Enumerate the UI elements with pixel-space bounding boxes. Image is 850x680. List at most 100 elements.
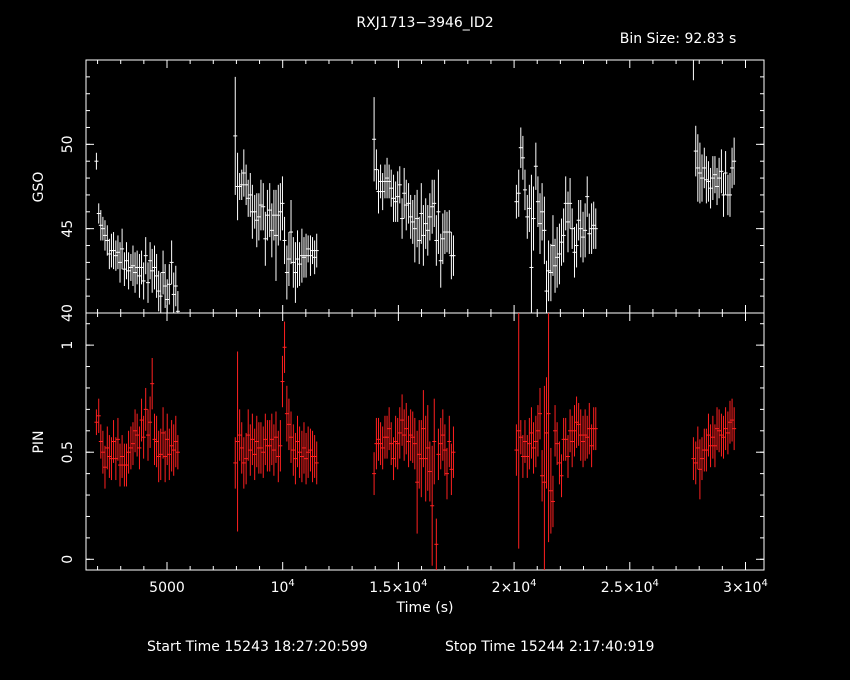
pin-point: [105, 426, 110, 470]
gso-ytick-label: 50: [60, 135, 76, 153]
gso-point: [710, 156, 715, 200]
gso-point: [587, 213, 592, 254]
gso-point: [267, 183, 272, 238]
gso-point: [256, 193, 261, 241]
pin-point: [109, 437, 114, 481]
pin-point: [566, 435, 571, 478]
gso-point: [393, 181, 398, 222]
pin-point: [120, 435, 125, 478]
gso-point: [730, 147, 735, 189]
gso-point: [385, 157, 390, 199]
pin-point: [169, 420, 174, 472]
pin-point: [572, 405, 577, 457]
pin-point: [263, 413, 268, 466]
pin-point: [111, 420, 116, 463]
gso-point: [410, 199, 415, 244]
gso-point: [378, 164, 383, 199]
pin-point: [267, 420, 272, 472]
pin-point: [516, 313, 521, 549]
x-tick-label: 104: [271, 578, 295, 596]
pin-point: [244, 432, 249, 485]
pin-point: [593, 407, 598, 451]
gso-point: [284, 245, 289, 300]
pin-point: [449, 443, 454, 496]
pin-point: [410, 411, 415, 463]
pin-panel: 00.51 PIN: [31, 312, 765, 571]
pin-point: [520, 435, 525, 478]
pin-point: [124, 443, 129, 487]
gso-point: [451, 235, 456, 276]
gso-point: [568, 178, 573, 229]
gso-point: [695, 134, 700, 202]
pin-point: [542, 385, 547, 570]
gso-point: [529, 174, 534, 313]
pin-y-axis-label: PIN: [31, 430, 47, 453]
gso-point: [372, 97, 377, 182]
gso-point: [719, 149, 724, 194]
pin-point: [271, 424, 276, 476]
gso-point: [252, 194, 257, 229]
pin-point: [715, 407, 720, 451]
pin-data-points: [94, 313, 737, 570]
pin-point: [430, 445, 435, 566]
pin-point: [291, 424, 296, 476]
pin-point: [525, 435, 530, 478]
pin-point: [273, 411, 278, 463]
pin-point: [158, 428, 163, 481]
gso-point: [304, 233, 309, 278]
pin-point: [699, 437, 704, 481]
pin-point: [96, 398, 101, 433]
gso-point: [258, 179, 263, 231]
pin-point: [118, 443, 123, 487]
gso-point: [583, 203, 588, 258]
pin-point: [237, 409, 242, 461]
gso-point: [717, 157, 722, 199]
gso-point: [282, 216, 287, 265]
gso-point: [542, 196, 547, 265]
gso-point: [124, 242, 129, 280]
gso-point: [727, 173, 732, 217]
pin-point: [693, 441, 698, 485]
gso-point: [308, 235, 313, 276]
pin-point: [276, 430, 281, 483]
gso-point: [143, 237, 148, 275]
gso-point: [548, 243, 553, 302]
pin-point: [400, 394, 405, 446]
gso-point: [395, 171, 400, 222]
gso-point: [167, 264, 172, 305]
gso-point: [233, 76, 238, 195]
gso-panel-frame: [85, 59, 765, 314]
pin-point: [585, 415, 590, 459]
pin-point: [141, 415, 146, 459]
pin-point: [385, 415, 390, 459]
gso-point: [273, 189, 278, 281]
pin-point: [397, 407, 402, 459]
pin-point: [175, 435, 180, 470]
pin-point: [583, 409, 588, 461]
pin-point: [301, 422, 306, 474]
pin-point: [708, 424, 713, 468]
pin-point: [161, 407, 166, 459]
pin-point: [235, 351, 240, 532]
pin-point: [425, 405, 430, 491]
gso-point: [165, 279, 170, 313]
gso-point: [559, 218, 564, 266]
gso-point: [525, 194, 530, 239]
pin-point: [150, 357, 155, 410]
pin-point: [717, 409, 722, 453]
pin-ytick-label: 0: [60, 555, 76, 564]
gso-point: [276, 184, 281, 246]
gso-point: [301, 237, 306, 278]
pin-point: [314, 441, 319, 485]
gso-point: [111, 232, 116, 270]
pin-point: [725, 411, 730, 455]
pin-point: [550, 475, 555, 528]
pin-point: [423, 415, 428, 502]
pin-point: [732, 407, 737, 451]
pin-point: [434, 518, 439, 570]
pin-point: [538, 387, 543, 440]
pin-point: [529, 407, 534, 459]
pin-point: [574, 396, 579, 448]
pin-point: [248, 424, 253, 476]
gso-point: [538, 193, 543, 254]
